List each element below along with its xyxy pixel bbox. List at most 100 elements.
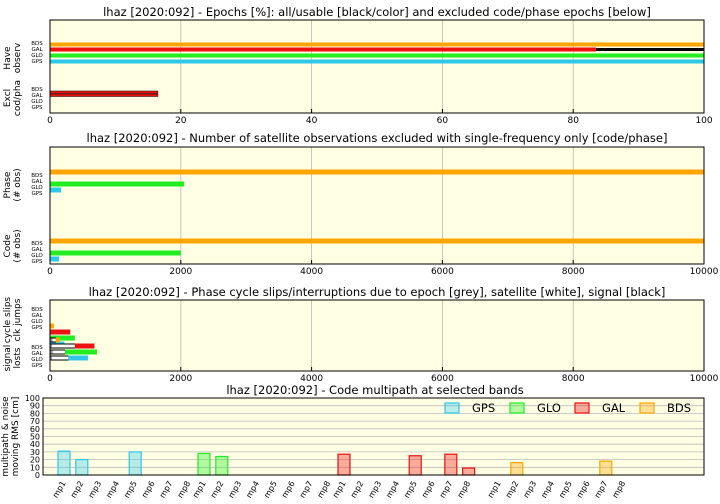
panel4-category-label: mp8 [456,480,473,500]
legend-swatch-gal [574,402,590,414]
panel4-bar-gal [462,467,476,476]
panel4-title: lhaz [2020:092] - Code multipath at sele… [226,383,523,397]
panel4-category-label: mp5 [122,480,139,500]
panel3-tick-label: 0 [47,374,53,384]
panel3-system-label: GLO [31,319,43,325]
panel4-category-label: mp5 [402,480,419,500]
panel4-category-label: mp6 [280,480,297,500]
panel2-tick-label: 4000 [300,267,323,277]
panel4-bar-bds [599,460,613,476]
panel4-category-label: mp7 [593,480,610,500]
panel4-bar-gal [337,453,351,476]
panel3-group-label: signal [3,345,13,372]
panel4-category-label: mp6 [140,480,157,500]
panel1-bar-excluded-phase [49,93,159,97]
panel3-group-label: losts [13,347,23,368]
panel4-category-label: mp4 [244,480,261,500]
panel2-frame [49,146,705,265]
panel2-bar-gps [50,187,62,193]
panel2-system-label: GAL [31,179,43,185]
panel4-tick-label: 90 [30,402,40,411]
panel4-category-label: mp6 [420,480,437,500]
panel3-bar-satellite [50,344,75,348]
panel2-bar-gps [50,256,60,262]
panel2-tick-label: 8000 [562,267,585,277]
panel4-category-label: mp8 [316,480,333,500]
panel1-system-label: GLO [31,99,43,105]
panel1-system-label: GLO [31,53,43,59]
panel3-background [50,300,704,371]
panel3-system-label: BDS [31,345,43,351]
panel3-bar-slips [50,335,75,341]
panel3-title: lhaz [2020:092] - Phase cycle slips/inte… [89,285,666,299]
panel4-ylabel: multipath & noise [1,396,11,477]
panel4-category-label: mp2 [69,480,86,500]
panel4-bar-gal [408,455,422,476]
panel1-bar-usable [50,42,704,47]
panel4-category-label: mp3 [367,480,384,500]
panel1-tick-label: 20 [175,116,187,126]
panel4-tick-label: 0 [35,471,40,480]
panel1-system-label: GPS [31,59,43,65]
panel3-bar-satellite [50,356,69,360]
panel4-category-label: mp4 [104,480,121,500]
panel1-system-label: GAL [31,93,43,99]
panel2-bar-glo [50,250,181,256]
panel3-tick-label: 8000 [562,374,585,384]
panel4-tick-label: 30 [30,448,40,457]
panel1-frame [49,19,705,114]
panel3-bar-satellite [50,350,66,354]
panel1-tick-label: 60 [437,116,449,126]
panel4-tick-label: 100 [25,394,40,403]
panel3-system-label: GAL [31,351,43,357]
panel4-category-label: mp4 [384,480,401,500]
panel4-category-label: mp2 [504,480,521,500]
panel3-group-label: clk jumps [13,298,23,341]
panel2-tick-label: 2000 [169,267,192,277]
panel4-bar-glo [215,455,229,476]
panel4-category-label: mp1 [51,480,68,500]
panel1-tick-label: 80 [567,116,579,126]
panel2-background [50,147,704,264]
panel4-bar-gps [57,450,71,476]
panel1-system-label: BDS [31,87,43,93]
panel4-tick-label: 20 [30,456,40,465]
panel4-category-label: mp3 [227,480,244,500]
panel1-bar-usable [50,59,704,64]
panel3-group-label: cycle slips [3,297,13,344]
panel4-category-label: mp7 [158,480,175,500]
legend-label-gps: GPS [472,401,495,415]
panel1-system-label: GAL [31,47,43,53]
panel4-bar-gal [444,453,458,476]
panel1-tick-label: 40 [306,116,318,126]
panel2-system-label: BDS [31,241,43,247]
panel4-frame [42,397,705,476]
legend-label-bds: BDS [667,401,691,415]
panel4-ylabel: moving RMS [cm] [11,397,21,477]
panel1-bar-usable [50,53,704,58]
panel4-category-label: mp7 [298,480,315,500]
panel4-tick-label: 50 [30,433,40,442]
panel4-tick-label: 70 [30,417,40,426]
panel2-bar-glo [50,181,185,187]
panel1-tick-label: 100 [695,116,712,126]
panel2-tick-label: 10000 [690,267,719,277]
panel4-bar-gps [128,451,142,476]
panel2-bar-bds [50,238,704,244]
panel2-bar-bds [50,169,704,175]
panel1-group-label: Excl [3,89,13,107]
panel3-tick-label: 4000 [300,374,323,384]
panel1-group-label: cod/pha [13,80,23,116]
panel4-tick-label: 60 [30,425,40,434]
panel2-system-label: GAL [31,247,43,253]
panel3-system-label: GAL [31,313,43,319]
legend-swatch-bds [639,402,655,414]
panel2-title: lhaz [2020:092] - Number of satellite ob… [87,131,668,145]
panel1-group-label: Have [3,46,13,70]
panel4-category-label: mp1 [486,480,503,500]
panel1-tick-label: 0 [47,116,53,126]
panel4-category-label: mp7 [438,480,455,500]
panel2-system-label: GLO [31,253,43,259]
legend-label-gal: GAL [602,401,626,415]
